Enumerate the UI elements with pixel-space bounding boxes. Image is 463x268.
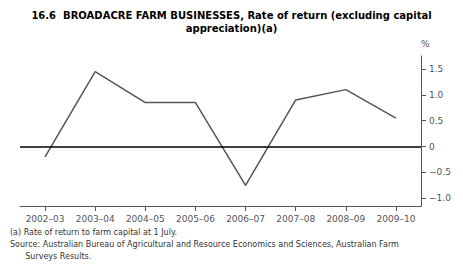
svg-text:−0.5: −0.5 bbox=[429, 167, 451, 177]
svg-text:2009–10: 2009–10 bbox=[377, 214, 416, 224]
svg-text:2007–08: 2007–08 bbox=[276, 214, 315, 224]
svg-text:2003–04: 2003–04 bbox=[76, 214, 115, 224]
svg-text:1.5: 1.5 bbox=[429, 64, 443, 74]
svg-text:2005–06: 2005–06 bbox=[176, 214, 215, 224]
svg-text:2006–07: 2006–07 bbox=[226, 214, 265, 224]
svg-text:2008–09: 2008–09 bbox=[326, 214, 365, 224]
svg-text:Source: Australian Bureau of A: Source: Australian Bureau of Agricultura… bbox=[10, 240, 399, 249]
svg-text:appreciation)(a): appreciation)(a) bbox=[186, 23, 278, 34]
svg-text:Surveys Results.: Surveys Results. bbox=[10, 252, 91, 261]
svg-text:0: 0 bbox=[429, 142, 435, 152]
svg-text:1.0: 1.0 bbox=[429, 90, 444, 100]
svg-text:−1.0: −1.0 bbox=[429, 193, 451, 203]
svg-text:0.5: 0.5 bbox=[429, 116, 443, 126]
svg-text:2004–05: 2004–05 bbox=[126, 214, 165, 224]
svg-text:16.6 BROADACRE FARM BUSINESSE: 16.6 BROADACRE FARM BUSINESSES, Rate of … bbox=[31, 10, 431, 21]
svg-text:(a) Rate of return to farm cap: (a) Rate of return to farm capital at 1 … bbox=[10, 228, 177, 237]
svg-text:2002–03: 2002–03 bbox=[26, 214, 65, 224]
svg-text:%: % bbox=[421, 39, 430, 49]
